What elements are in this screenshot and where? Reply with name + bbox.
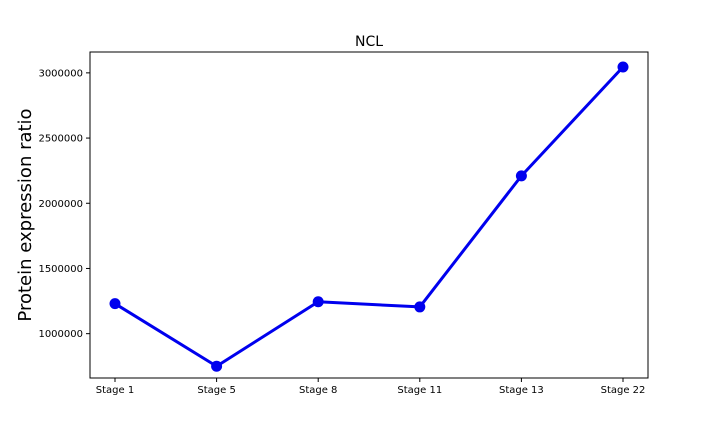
x-tick-label: Stage 13 bbox=[499, 385, 544, 396]
x-tick-label: Stage 8 bbox=[299, 385, 337, 396]
data-point bbox=[312, 296, 324, 308]
x-tick-label: Stage 5 bbox=[197, 385, 235, 396]
data-point bbox=[109, 298, 121, 310]
y-tick-label: 2500000 bbox=[38, 134, 83, 145]
y-axis-title: Protein expression ratio bbox=[15, 108, 36, 321]
y-tick-label: 1500000 bbox=[38, 264, 83, 275]
y-tick-label: 2000000 bbox=[38, 199, 83, 210]
data-point bbox=[211, 360, 223, 372]
x-axis: Stage 1 Stage 5 Stage 8 Stage 11 Stage 13 Sta… bbox=[96, 378, 646, 396]
series-layer bbox=[109, 61, 629, 372]
y-tick-label: 1000000 bbox=[38, 329, 83, 340]
data-point bbox=[617, 61, 629, 73]
data-point bbox=[414, 301, 426, 313]
chart-title: NCL bbox=[355, 34, 383, 50]
series-line bbox=[114, 65, 625, 368]
y-tick-label: 3000000 bbox=[38, 68, 83, 79]
x-tick-label: Stage 11 bbox=[397, 385, 442, 396]
y-axis: 1000000 1500000 2000000 2500000 3000000 bbox=[38, 68, 90, 340]
x-tick-label: Stage 1 bbox=[96, 385, 134, 396]
plot-frame bbox=[89, 51, 649, 379]
x-tick-label: Stage 22 bbox=[601, 385, 646, 396]
data-point bbox=[515, 170, 527, 182]
